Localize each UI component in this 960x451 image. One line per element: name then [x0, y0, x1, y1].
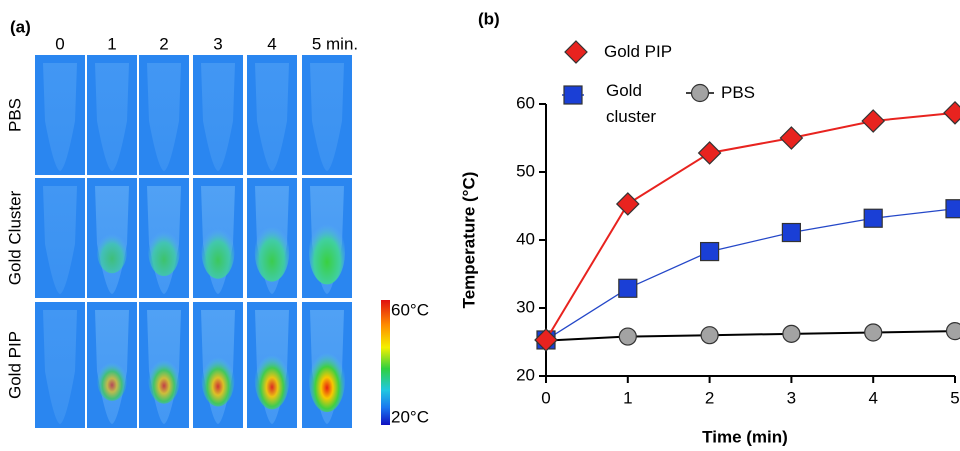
- marker: [699, 241, 720, 262]
- marker: [945, 199, 960, 219]
- line-chart: (b) Time (min) Temperature (°C) 20304050…: [459, 9, 960, 446]
- column-label: 1: [107, 34, 116, 53]
- x-tick-label: 3: [787, 388, 796, 407]
- colorbar-min: 20°C: [391, 407, 429, 426]
- row-label: PBS: [5, 98, 24, 132]
- y-tick-label: 30: [516, 297, 535, 316]
- row-label: Gold Cluster: [5, 190, 24, 285]
- marker: [563, 85, 583, 105]
- hot-region: [148, 356, 180, 404]
- marker: [864, 323, 883, 342]
- hot-region: [97, 359, 127, 401]
- legend-label: Gold cluster: [606, 81, 657, 126]
- panel-label: (a): [10, 17, 31, 36]
- marker: [697, 141, 722, 165]
- colorbar-max: 60°C: [391, 300, 429, 319]
- marker: [615, 192, 640, 216]
- tube: [201, 63, 235, 171]
- series-line: [545, 208, 956, 341]
- warm-region: [254, 223, 290, 282]
- tube: [43, 310, 77, 424]
- marker: [618, 327, 637, 346]
- marker: [534, 328, 558, 352]
- colorbar: [381, 300, 390, 425]
- marker: [779, 126, 804, 150]
- hot-region: [201, 353, 235, 407]
- warm-region: [201, 226, 235, 279]
- marker: [700, 326, 719, 345]
- tube: [147, 63, 181, 171]
- tube: [255, 63, 289, 171]
- marker: [690, 83, 710, 103]
- marker: [943, 100, 960, 125]
- thermal-panel: (a) 60°C 20°C 0 1 2 3 4 5 min. PBS Gold Cluster…: [5, 17, 429, 428]
- y-axis-label: Temperature (°C): [459, 172, 478, 309]
- marker: [782, 324, 801, 343]
- series-line: [545, 111, 956, 341]
- column-label: 3: [213, 34, 222, 53]
- y-tick-label: 20: [516, 365, 535, 384]
- marker: [618, 278, 638, 298]
- warm-region: [309, 220, 345, 285]
- marker: [781, 222, 802, 243]
- marker: [564, 40, 588, 64]
- tube: [43, 186, 77, 294]
- marker: [861, 109, 886, 133]
- column-label: 5 min.: [312, 34, 358, 53]
- x-tick-label: 2: [705, 388, 714, 407]
- x-tick-label: 0: [541, 388, 550, 407]
- x-tick-label: 1: [623, 388, 632, 407]
- marker: [863, 208, 883, 228]
- hot-region: [254, 350, 290, 410]
- tube: [43, 63, 77, 171]
- x-axis-label: Time (min): [702, 427, 788, 446]
- column-label: 0: [55, 34, 64, 53]
- legend-label: Gold PIP: [604, 42, 673, 61]
- panel-label: (b): [478, 9, 500, 28]
- series-line: [545, 330, 956, 342]
- y-tick-label: 40: [516, 229, 535, 248]
- hot-region: [309, 348, 345, 413]
- warm-region: [148, 228, 180, 276]
- x-tick-label: 5: [950, 388, 959, 407]
- tube: [310, 63, 344, 171]
- y-tick-label: 50: [516, 161, 535, 180]
- tube: [95, 63, 129, 171]
- marker: [945, 322, 960, 341]
- row-label: Gold PIP: [5, 331, 24, 399]
- x-tick-label: 4: [868, 388, 877, 407]
- warm-region: [97, 231, 127, 274]
- column-label: 4: [267, 34, 276, 53]
- column-label: 2: [159, 34, 168, 53]
- y-tick-label: 60: [516, 93, 535, 112]
- legend-label: PBS: [721, 83, 756, 102]
